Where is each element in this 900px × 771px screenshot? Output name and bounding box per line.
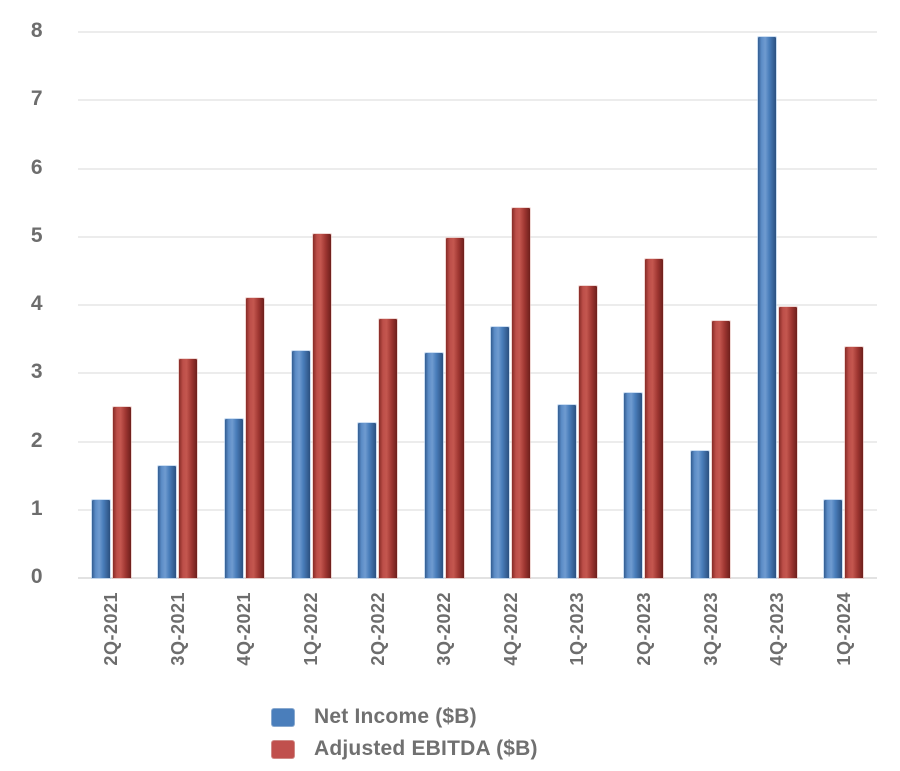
bar-adjusted-ebitda-4Q-2022	[512, 208, 531, 578]
gridline-y-1	[78, 508, 877, 511]
x-tick-label-4Q-2021: 4Q-2021	[234, 592, 255, 666]
bar-net-income-4Q-2022	[491, 326, 510, 578]
x-tick-label-1Q-2023: 1Q-2023	[567, 592, 588, 666]
x-tick-label-2Q-2021: 2Q-2021	[101, 592, 122, 666]
bar-adjusted-ebitda-4Q-2021	[245, 298, 264, 578]
bar-adjusted-ebitda-3Q-2021	[179, 358, 198, 578]
y-tick-label-7: 7	[30, 87, 44, 111]
x-tick-label-1Q-2024: 1Q-2024	[833, 592, 854, 666]
bar-net-income-2Q-2023	[624, 393, 643, 578]
bar-adjusted-ebitda-1Q-2023	[578, 285, 597, 578]
legend: Net Income ($B) Adjusted EBITDA ($B)	[272, 701, 538, 765]
bar-net-income-2Q-2022	[358, 423, 377, 578]
net-income-swatch-icon	[272, 708, 294, 726]
bar-net-income-1Q-2023	[557, 405, 576, 578]
gridline-y-2	[78, 440, 877, 443]
y-tick-label-8: 8	[30, 19, 44, 42]
bar-net-income-3Q-2023	[691, 451, 710, 578]
gridline-y-3	[78, 372, 877, 375]
x-tick-label-3Q-2021: 3Q-2021	[167, 592, 188, 666]
y-tick-label-6: 6	[30, 155, 44, 179]
y-tick-label-1: 1	[30, 496, 44, 520]
x-tick-label-3Q-2023: 3Q-2023	[700, 592, 721, 666]
legend-item-adjusted-ebitda: Adjusted EBITDA ($B)	[272, 733, 538, 765]
y-tick-label-3: 3	[30, 360, 44, 384]
bar-net-income-3Q-2022	[424, 352, 443, 578]
gridline-y-5	[78, 235, 877, 238]
x-tick-label-4Q-2022: 4Q-2022	[500, 592, 521, 666]
bar-adjusted-ebitda-1Q-2024	[845, 347, 864, 578]
bar-adjusted-ebitda-2Q-2022	[379, 318, 398, 578]
legend-label-adjusted-ebitda: Adjusted EBITDA ($B)	[314, 737, 538, 760]
bar-net-income-4Q-2021	[224, 418, 243, 578]
x-tick-label-2Q-2022: 2Q-2022	[367, 592, 388, 666]
gridline-y-8	[78, 31, 877, 33]
y-tick-label-2: 2	[30, 428, 44, 452]
gridline-y-6	[78, 167, 877, 170]
y-tick-label-5: 5	[30, 223, 44, 247]
x-tick-label-3Q-2022: 3Q-2022	[434, 592, 455, 666]
bar-net-income-4Q-2023	[757, 36, 776, 578]
bar-net-income-1Q-2024	[824, 500, 843, 578]
bar-adjusted-ebitda-4Q-2023	[778, 307, 797, 578]
bar-net-income-1Q-2022	[291, 351, 310, 578]
legend-item-net-income: Net Income ($B)	[272, 701, 538, 733]
x-tick-label-2Q-2023: 2Q-2023	[633, 592, 654, 666]
bar-adjusted-ebitda-3Q-2023	[712, 320, 731, 578]
bar-net-income-3Q-2021	[158, 466, 177, 578]
plot-area	[78, 31, 877, 579]
legend-label-net-income: Net Income ($B)	[314, 705, 477, 728]
bar-adjusted-ebitda-1Q-2022	[312, 234, 331, 578]
y-tick-label-0: 0	[30, 565, 44, 588]
bar-adjusted-ebitda-2Q-2023	[645, 259, 664, 578]
bar-adjusted-ebitda-2Q-2021	[112, 407, 131, 578]
gridline-y-7	[78, 99, 877, 102]
x-tick-label-4Q-2023: 4Q-2023	[767, 592, 788, 666]
x-tick-label-1Q-2022: 1Q-2022	[301, 592, 322, 666]
gridline-y-0	[78, 577, 877, 579]
y-tick-label-4: 4	[30, 292, 44, 315]
bar-adjusted-ebitda-3Q-2022	[445, 238, 464, 578]
adjusted-ebitda-swatch-icon	[272, 740, 294, 758]
bar-net-income-2Q-2021	[91, 499, 110, 578]
gridline-y-4	[78, 304, 877, 306]
